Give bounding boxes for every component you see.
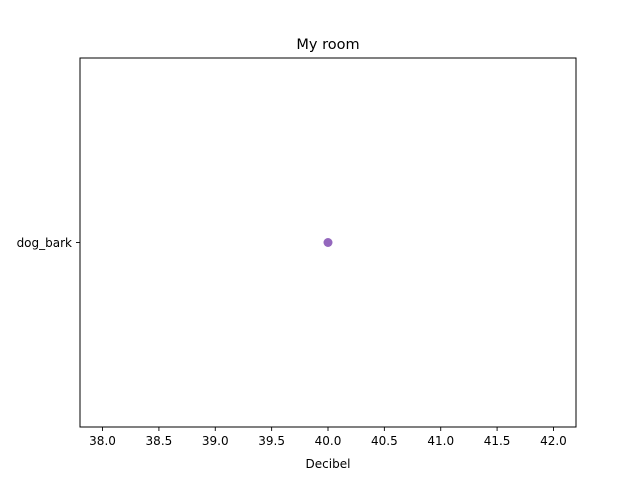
x-tick-label: 38.5 [146,434,173,448]
x-axis-label: Decibel [306,457,351,471]
y-axis: dog_bark [17,236,80,250]
x-axis: 38.0 38.5 39.0 39.5 40.0 40.5 41.0 41.5 42.0 [89,427,567,448]
x-tick-label: 40.5 [371,434,398,448]
data-point [323,238,333,247]
chart-title: My room [296,37,359,53]
x-tick-label: 42.0 [540,434,567,448]
x-tick-label: 39.0 [202,434,229,448]
x-tick-label: 39.5 [258,434,285,448]
x-tick-label: 40.0 [315,434,342,448]
x-tick-label: 38.0 [89,434,116,448]
scatter-points [323,238,333,247]
x-tick-label: 41.5 [484,434,511,448]
x-tick-label: 41.0 [427,434,454,448]
y-tick-label: dog_bark [17,236,72,250]
